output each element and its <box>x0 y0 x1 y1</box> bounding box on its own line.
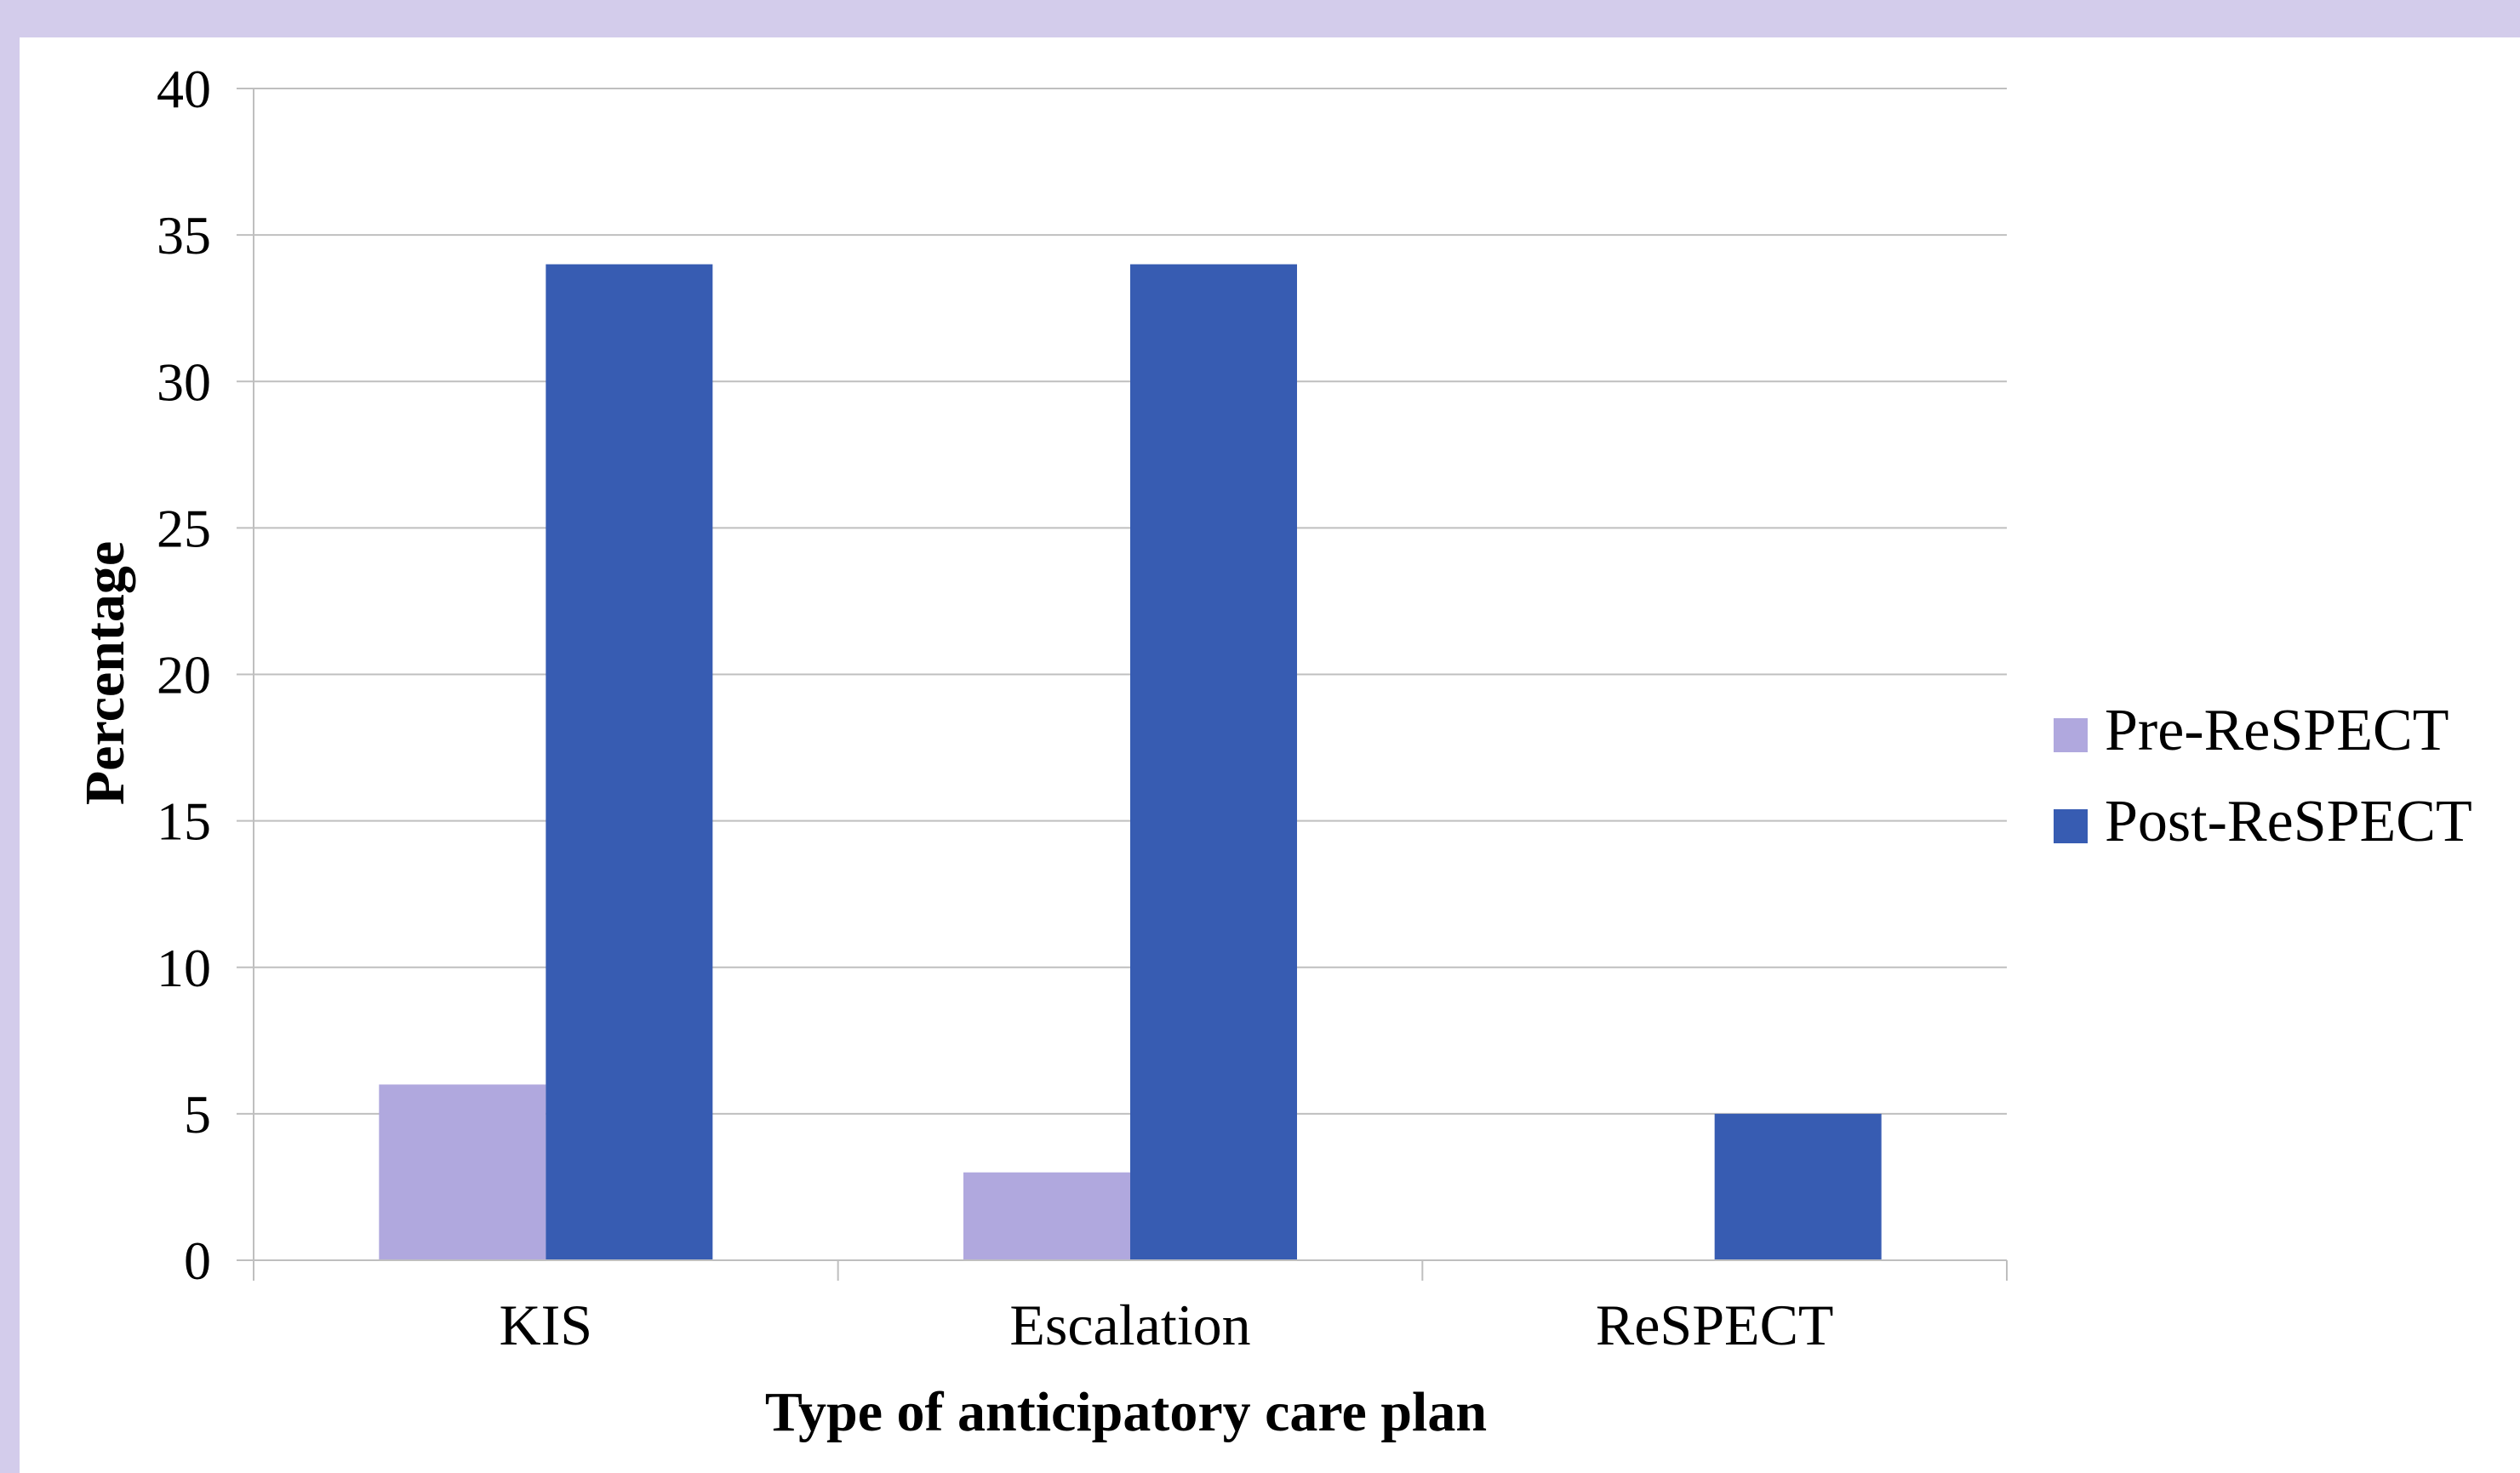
y-tick-label: 40 <box>157 59 211 119</box>
y-tick-label: 25 <box>157 498 211 558</box>
bar-chart: 0 5 10 15 20 25 30 35 40 KIS Escalation ReSPECT Pe… <box>74 59 2472 1443</box>
legend-swatch <box>2054 809 2088 843</box>
x-tick-label: ReSPECT <box>1596 1293 1834 1357</box>
y-tick-label: 15 <box>157 791 211 852</box>
bar-pre-respect-escalation <box>963 1172 1130 1260</box>
y-tick-label: 35 <box>157 205 211 265</box>
x-tick-label: KIS <box>500 1293 593 1357</box>
y-tick-label: 20 <box>157 645 211 705</box>
legend-label: Pre-ReSPECT <box>2105 698 2449 763</box>
bar-post-respect-escalation <box>1130 264 1297 1260</box>
x-axis-title: Type of anticipatory care plan <box>765 1381 1487 1443</box>
x-tick-labels: KIS Escalation ReSPECT <box>500 1293 1834 1357</box>
chart-panel: 0 5 10 15 20 25 30 35 40 KIS Escalation ReSPECT Pe… <box>20 37 2520 1473</box>
legend-label: Post-ReSPECT <box>2105 789 2472 854</box>
legend: Pre-ReSPECT Post-ReSPECT <box>2054 698 2472 854</box>
x-tick-label: Escalation <box>1009 1293 1250 1357</box>
y-tick-label: 0 <box>184 1230 211 1291</box>
y-tick-label: 10 <box>157 938 211 998</box>
bars <box>379 264 1882 1260</box>
bar-pre-respect-kis <box>379 1084 546 1260</box>
y-axis-title: Percentage <box>74 541 136 805</box>
y-tick-label: 5 <box>184 1084 211 1145</box>
bar-post-respect-respect <box>1714 1113 1882 1260</box>
bar-post-respect-kis <box>546 264 713 1260</box>
y-tick-labels: 0 5 10 15 20 25 30 35 40 <box>157 59 211 1291</box>
y-tick-label: 30 <box>157 351 211 412</box>
axes <box>237 88 2008 1281</box>
legend-swatch <box>2054 718 2088 752</box>
